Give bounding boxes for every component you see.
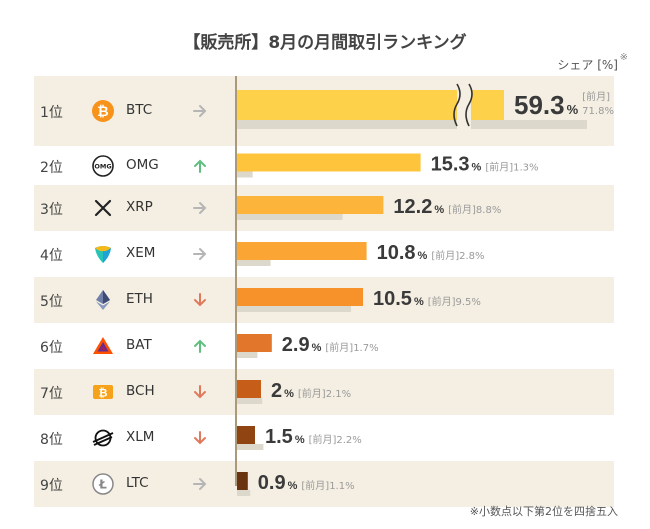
prev-value: [前月]2.2%: [309, 433, 362, 446]
coin-symbol: XEM: [126, 245, 156, 261]
value-label: 10.5%: [373, 288, 424, 310]
value-label: 12.2%: [393, 196, 444, 218]
rank-label: 5位: [40, 294, 63, 310]
prev-bar: [237, 171, 253, 178]
prev-value: [前月]8.8%: [448, 203, 501, 216]
current-bar: [237, 472, 248, 490]
coin-symbol: BTC: [126, 102, 153, 118]
current-bar: [237, 334, 272, 352]
ranking-row: 8位 XLM: [34, 415, 614, 461]
coin-symbol: XLM: [126, 429, 155, 445]
prev-value: [前月]2.1%: [298, 387, 351, 400]
unit-label: シェア [%]: [557, 58, 618, 72]
trend-down-icon: [192, 430, 208, 446]
rank-label: 9位: [40, 478, 63, 494]
coin-symbol: BCH: [126, 383, 155, 399]
chart-title: 【販売所】8月の月間取引ランキング: [183, 33, 467, 53]
prev-value: [前月]1.1%: [301, 479, 354, 492]
trend-flat-icon: [192, 200, 208, 216]
coin-symbol: BAT: [126, 337, 152, 353]
value-label: 0.9%: [258, 472, 298, 494]
omg-icon: OMG: [92, 154, 114, 177]
prev-value: [前月]1.3%: [485, 161, 538, 174]
xrp-icon: [92, 197, 114, 219]
prev-value: 71.8%: [582, 106, 614, 117]
prev-value: [前月]9.5%: [428, 295, 481, 308]
prev-value: [前月]1.7%: [325, 341, 378, 354]
footnote: ※小数点以下第2位を四捨五入: [469, 505, 618, 518]
trend-flat-icon: [192, 476, 208, 492]
trend-flat-icon: [192, 103, 208, 119]
current-bar: [237, 153, 421, 172]
axis-line: [235, 76, 237, 486]
prev-bar: [237, 398, 263, 404]
coin-symbol: OMG: [126, 156, 159, 173]
coin-symbol: LTC: [126, 475, 149, 491]
value-label: 2.9%: [282, 334, 322, 356]
prev-value: [前月]2.8%: [431, 249, 484, 262]
value-label: 1.5%: [265, 426, 305, 448]
xem-icon: [92, 243, 114, 265]
prev-bar: [237, 490, 251, 496]
ranking-row: 6位 BAT: [34, 323, 614, 369]
eth-icon: [92, 289, 114, 311]
current-bar: [237, 426, 255, 444]
trend-up-icon: [192, 338, 208, 354]
svg-text:₿: ₿: [99, 387, 108, 400]
axis-break-mark: [465, 83, 473, 127]
rank-label: 6位: [40, 340, 63, 356]
btc-icon: ₿: [92, 100, 114, 122]
trend-up-icon: [192, 158, 208, 174]
svg-text:OMG: OMG: [94, 162, 111, 170]
value-label: 10.8%: [377, 242, 428, 264]
value-label: 15.3%: [431, 154, 482, 176]
xlm-icon: [92, 427, 114, 449]
rank-label: 2位: [40, 159, 63, 176]
rank-label: 3位: [40, 202, 63, 218]
prev-bar: [237, 444, 264, 450]
bch-icon: ₿: [92, 381, 114, 403]
prev-bar: [237, 306, 351, 312]
coin-symbol: ETH: [126, 291, 153, 307]
ranking-row: 7位 ₿ BCH: [34, 369, 614, 415]
svg-text:Ł: Ł: [98, 478, 107, 492]
ltc-icon: Ł: [92, 473, 114, 495]
rank-label: 1位: [40, 105, 63, 121]
trend-down-icon: [192, 384, 208, 400]
current-bar: [237, 242, 367, 260]
current-bar: [237, 196, 384, 214]
current-bar: [237, 288, 363, 306]
prev-bar: [237, 260, 271, 266]
svg-text:₿: ₿: [97, 104, 108, 120]
prev-label: [前月]: [582, 90, 610, 103]
bat-icon: [92, 335, 114, 357]
rank-label: 7位: [40, 386, 63, 402]
unit-note-mark: ※: [619, 52, 628, 63]
value-label: 59.3%: [514, 90, 579, 120]
current-bar: [237, 380, 261, 398]
prev-bar: [237, 352, 258, 358]
ranking-row: 9位 Ł LTC: [34, 461, 614, 507]
prev-bar: [237, 214, 343, 220]
trend-down-icon: [192, 292, 208, 308]
rank-label: 8位: [40, 432, 63, 448]
value-label: 2%: [271, 380, 294, 402]
axis-break-mark: [453, 83, 461, 127]
coin-symbol: XRP: [126, 199, 153, 215]
rank-label: 4位: [40, 248, 63, 264]
prev-bar: [237, 120, 587, 129]
trend-flat-icon: [192, 246, 208, 262]
